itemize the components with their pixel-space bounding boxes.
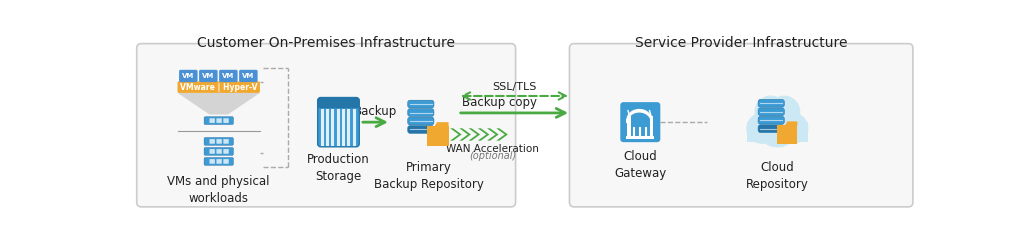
Bar: [628, 116, 631, 136]
Text: Primary
Backup Repository: Primary Backup Repository: [374, 161, 483, 191]
FancyBboxPatch shape: [204, 138, 233, 145]
FancyBboxPatch shape: [758, 116, 784, 124]
Circle shape: [756, 105, 799, 148]
FancyBboxPatch shape: [569, 44, 912, 207]
FancyBboxPatch shape: [216, 149, 222, 154]
Text: Service Provider Infrastructure: Service Provider Infrastructure: [635, 36, 848, 50]
FancyBboxPatch shape: [408, 117, 434, 125]
FancyBboxPatch shape: [408, 100, 434, 108]
Text: Customer On-Premises Infrastructure: Customer On-Premises Infrastructure: [198, 36, 455, 50]
FancyBboxPatch shape: [408, 109, 434, 116]
Circle shape: [755, 95, 787, 128]
FancyBboxPatch shape: [204, 157, 233, 165]
FancyBboxPatch shape: [223, 139, 228, 144]
FancyBboxPatch shape: [137, 44, 515, 207]
Polygon shape: [427, 122, 449, 126]
Text: VM: VM: [202, 73, 214, 79]
Text: Cloud
Repository: Cloud Repository: [745, 161, 809, 191]
FancyBboxPatch shape: [179, 70, 198, 82]
Text: Backup copy: Backup copy: [462, 96, 537, 109]
FancyBboxPatch shape: [199, 70, 217, 82]
Polygon shape: [177, 93, 260, 115]
FancyBboxPatch shape: [216, 139, 222, 144]
FancyBboxPatch shape: [777, 125, 798, 144]
Polygon shape: [497, 128, 508, 141]
Text: VM: VM: [182, 73, 195, 79]
Text: VMs and physical
workloads: VMs and physical workloads: [168, 175, 270, 205]
Text: Production
Storage: Production Storage: [307, 153, 370, 183]
Bar: [748, 122, 808, 143]
FancyBboxPatch shape: [210, 149, 215, 154]
FancyBboxPatch shape: [223, 149, 228, 154]
Text: SSL/TLS: SSL/TLS: [493, 82, 537, 92]
Circle shape: [777, 113, 808, 144]
FancyBboxPatch shape: [758, 125, 784, 132]
Circle shape: [746, 113, 777, 144]
FancyBboxPatch shape: [223, 118, 228, 123]
FancyBboxPatch shape: [216, 159, 222, 164]
Polygon shape: [478, 128, 489, 141]
FancyBboxPatch shape: [204, 148, 233, 155]
Bar: [627, 136, 654, 139]
Bar: [649, 116, 653, 136]
FancyBboxPatch shape: [210, 118, 215, 123]
Text: Backup: Backup: [354, 105, 397, 118]
Circle shape: [768, 95, 801, 128]
FancyBboxPatch shape: [223, 159, 228, 164]
FancyBboxPatch shape: [317, 97, 359, 108]
FancyBboxPatch shape: [210, 139, 215, 144]
Polygon shape: [777, 121, 798, 125]
Polygon shape: [460, 128, 471, 141]
FancyBboxPatch shape: [621, 102, 660, 142]
FancyBboxPatch shape: [408, 126, 434, 133]
Polygon shape: [451, 128, 462, 141]
FancyBboxPatch shape: [216, 118, 222, 123]
FancyBboxPatch shape: [219, 70, 238, 82]
FancyBboxPatch shape: [204, 117, 233, 124]
FancyBboxPatch shape: [758, 108, 784, 116]
FancyBboxPatch shape: [210, 159, 215, 164]
Text: VM: VM: [222, 73, 234, 79]
Text: Cloud
Gateway: Cloud Gateway: [614, 150, 667, 180]
Text: VM: VM: [243, 73, 255, 79]
FancyBboxPatch shape: [177, 81, 260, 93]
FancyBboxPatch shape: [427, 126, 449, 146]
FancyBboxPatch shape: [317, 97, 359, 147]
Polygon shape: [469, 128, 480, 141]
Text: VMware | Hyper-V: VMware | Hyper-V: [180, 83, 257, 92]
Text: (optional): (optional): [469, 151, 516, 161]
FancyBboxPatch shape: [240, 70, 258, 82]
Text: WAN Acceleration: WAN Acceleration: [446, 144, 539, 154]
Polygon shape: [487, 128, 499, 141]
FancyBboxPatch shape: [758, 99, 784, 107]
